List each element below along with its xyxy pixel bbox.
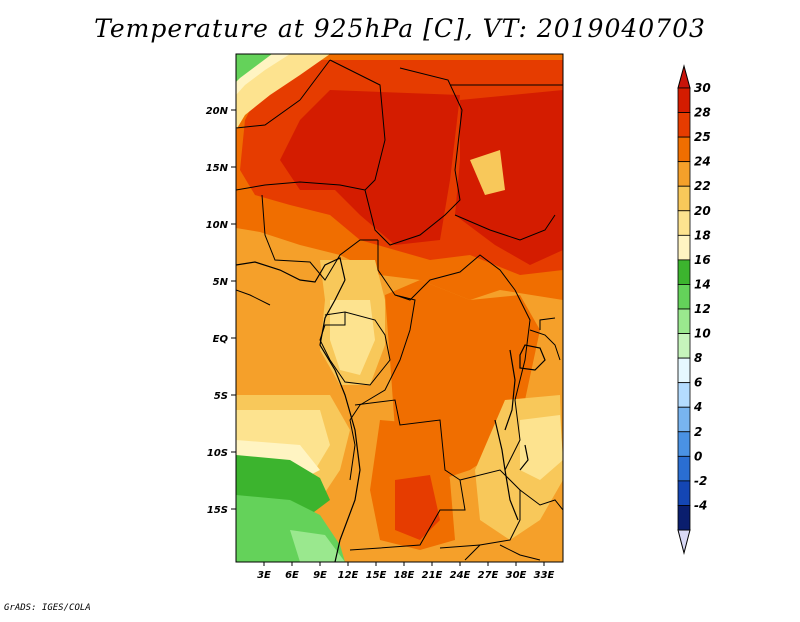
lat-label: 5N [213,277,229,288]
colorbar-level-label: 0 [694,449,702,463]
country-borders [236,59,563,561]
field-16-nw [236,54,272,82]
field-30-core-east [455,90,563,265]
colorbar-level-label: 14 [694,277,711,291]
colorbar-level-label: 18 [694,228,711,242]
colorbar-box [677,406,691,433]
colorbar-level-label: 8 [694,351,702,365]
colorbar-level-label: 12 [694,302,711,316]
colorbar-box [677,455,691,482]
latitude-axis: 20N 15N 10N 5N EQ 5S 10S 15S [206,106,236,516]
colorbar-level-label: 4 [693,400,702,414]
lon-label: 24E [450,570,471,581]
lon-label: 33E [534,570,555,581]
lon-label: 3E [257,570,271,581]
lon-label: 30E [506,570,527,581]
map-frame [235,53,564,563]
colorbar-box [677,382,691,408]
colorbar-box [677,308,691,334]
colorbar-level-label: -2 [694,474,707,488]
field-28-south [395,475,440,540]
lat-label: 15S [207,505,228,516]
lon-label: 9E [313,570,327,581]
lon-label: 15E [366,570,387,581]
credit-label: GrADS: IGES/COLA [4,603,91,613]
colorbar-box [677,431,691,457]
coastlines-lakes [236,257,546,562]
colorbar-box [677,112,691,138]
lat-label: 5S [214,391,228,402]
colorbar-top-arrow [677,64,691,89]
colorbar-box [677,259,691,285]
map-title: Temperature at 925hPa [C], VT: 201904070… [94,14,706,43]
lat-label: 15N [206,163,229,174]
colorbar-box [677,284,691,310]
lat-label: 10S [207,448,228,459]
colorbar-level-label: 28 [694,106,711,120]
field-20-east [520,415,563,480]
longitude-axis: 3E 6E 9E 12E 15E 18E 21E 24E 27E 30E 33E [257,562,555,581]
colorbar-box [677,234,691,261]
lon-label: 21E [422,570,443,581]
lon-label: 6E [285,570,299,581]
field-12-angola [290,530,345,562]
lon-label: 12E [338,570,359,581]
colorbar-level-label: 25 [694,130,711,144]
lon-label: 27E [478,570,499,581]
lat-label: 10N [206,220,229,231]
colorbar-box [677,161,691,187]
field-20-gabon [330,300,375,375]
colorbar-box [677,333,691,359]
colorbar-box [677,505,691,531]
colorbar-box [677,185,691,212]
colorbar-level-label: 6 [694,376,702,390]
colorbar-box [677,210,691,236]
colorbar-boxes [677,87,691,531]
temperature-field [236,54,563,562]
lon-label: 18E [394,570,415,581]
colorbar-box [677,87,691,113]
colorbar-level-label: 2 [694,425,702,439]
colorbar-box [677,357,691,384]
colorbar-level-label: 16 [694,253,711,267]
field-22-ethiopia [470,150,505,195]
colorbar-level-label: 22 [694,179,711,193]
lat-label: 20N [206,106,229,117]
field-30-core-west [280,90,460,245]
colorbar-level-label: -4 [694,498,707,512]
colorbar-level-label: 24 [694,155,711,169]
colorbar-level-label: 20 [694,204,711,218]
colorbar-level-label: 30 [694,81,711,95]
colorbar-bottom-arrow [677,529,691,555]
lat-label: EQ [213,334,229,345]
colorbar-level-label: 10 [694,327,711,341]
colorbar-box [677,136,691,163]
colorbar-box [677,480,691,506]
